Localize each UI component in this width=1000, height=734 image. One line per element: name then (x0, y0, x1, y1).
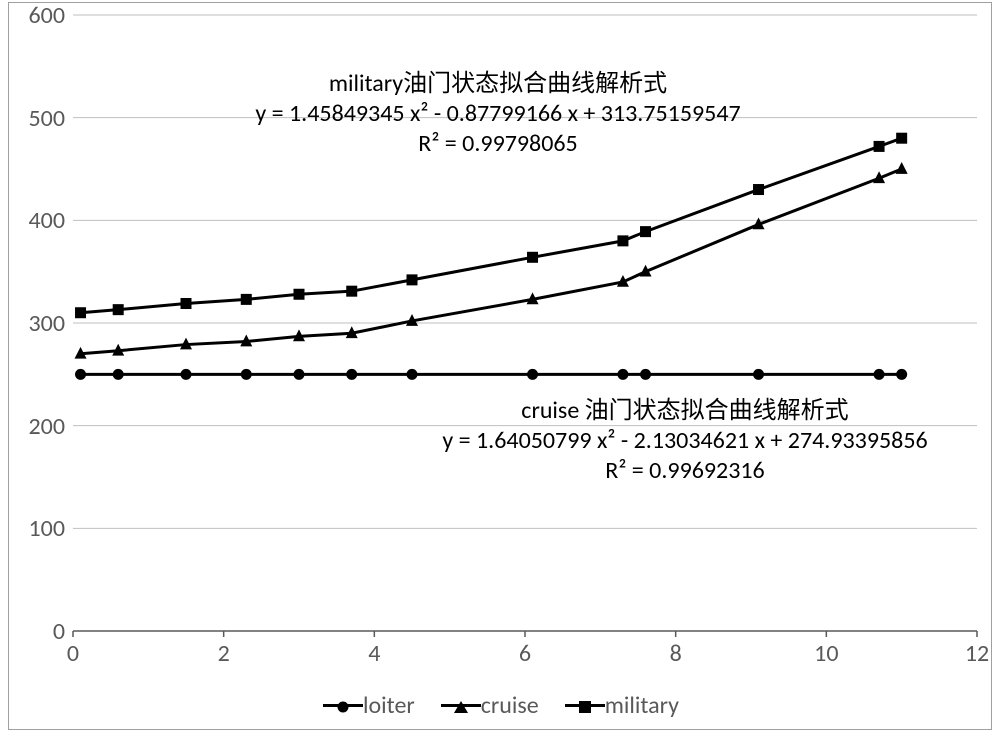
y-tick-label: 100 (29, 514, 66, 543)
legend-label: military (605, 691, 679, 720)
legend-label: loiter (363, 691, 415, 720)
annotation-military: military油门状态拟合曲线解析式 y = 1.45849345 x² - … (255, 69, 740, 159)
annotation-line: R² = 0.99798065 (255, 129, 740, 159)
x-tick-label: 4 (354, 639, 394, 668)
legend-item-military: military (565, 691, 679, 720)
chart-frame: 0 100 200 300 400 500 600 0 2 4 6 8 10 1… (8, 2, 992, 730)
annotation-line: military油门状态拟合曲线解析式 (255, 69, 740, 99)
x-tick-label: 10 (806, 639, 846, 668)
legend-marker-cruise (441, 704, 481, 707)
annotation-cruise: cruise 油门状态拟合曲线解析式 y = 1.64050799 x² - 2… (442, 396, 927, 486)
legend: loiter cruise military (9, 691, 993, 720)
y-tick-label: 300 (29, 309, 66, 338)
annotation-line: y = 1.64050799 x² - 2.13034621 x + 274.9… (442, 426, 927, 456)
annotation-line: y = 1.45849345 x² - 0.87799166 x + 313.7… (255, 99, 740, 129)
x-tick-label: 6 (505, 639, 545, 668)
legend-marker-military (565, 704, 605, 707)
annotation-line: R² = 0.99692316 (442, 456, 927, 486)
annotation-line: cruise 油门状态拟合曲线解析式 (442, 396, 927, 426)
y-tick-label: 500 (29, 104, 66, 133)
y-tick-label: 400 (29, 206, 66, 235)
y-tick-label: 200 (29, 412, 66, 441)
legend-item-cruise: cruise (441, 691, 539, 720)
legend-marker-loiter (323, 704, 363, 707)
x-tick-label: 8 (656, 639, 696, 668)
x-tick-label: 2 (204, 639, 244, 668)
y-tick-label: 600 (29, 1, 66, 30)
x-tick-label: 12 (957, 639, 997, 668)
legend-item-loiter: loiter (323, 691, 415, 720)
x-tick-label: 0 (53, 639, 93, 668)
legend-label: cruise (481, 691, 539, 720)
